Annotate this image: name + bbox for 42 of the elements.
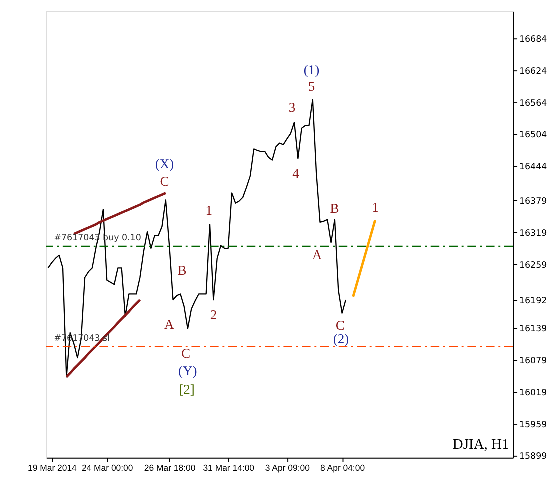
annotation: 2 — [210, 307, 218, 322]
y-tick-label: 16564 — [519, 98, 548, 109]
y-tick-label: 15959 — [519, 420, 548, 430]
annotation: A — [164, 317, 174, 332]
annotation: A — [312, 247, 322, 262]
y-tick-label: 16684 — [519, 35, 548, 46]
x-tick-label: 31 Mar 14:00 — [203, 462, 255, 473]
x-tick-label: 3 Apr 09:00 — [265, 462, 310, 473]
line-series — [48, 99, 347, 378]
annotation: 5 — [308, 78, 316, 94]
annotation: (X) — [155, 156, 174, 172]
annotation: C — [336, 318, 345, 334]
annotation: 4 — [292, 166, 300, 182]
annotation: [2] — [179, 382, 195, 397]
y-tick-label: 16444 — [519, 162, 548, 173]
x-tick-label: 26 Mar 18:00 — [144, 462, 196, 473]
x-tick-label: 24 Mar 00:00 — [82, 462, 134, 473]
y-tick-label: 16079 — [519, 356, 548, 367]
annotation: 3 — [288, 100, 296, 116]
annotation: C — [182, 346, 191, 362]
x-tick-label: 8 Apr 04:00 — [320, 462, 366, 473]
line-series — [72, 192, 168, 236]
y-tick-label: 16192 — [519, 296, 548, 306]
annotation: (2) — [333, 332, 350, 347]
y-tick-label: 16139 — [519, 324, 548, 335]
line-series — [352, 219, 377, 298]
y-tick-label: 15899 — [519, 452, 548, 462]
annotation: B — [178, 262, 187, 278]
y-tick-label: 16504 — [519, 130, 548, 141]
y-tick-label: 16379 — [519, 197, 548, 208]
y-tick-label: 16259 — [519, 260, 548, 271]
annotation: (Y) — [178, 364, 198, 379]
y-tick-label: 16019 — [519, 388, 548, 398]
annotation: 1 — [206, 202, 213, 218]
y-tick-label: 16319 — [519, 228, 548, 239]
annotation: C — [160, 174, 170, 189]
annotation: (1) — [304, 62, 320, 78]
annotation: B — [330, 200, 340, 216]
annotation: DJIA, H1 — [452, 437, 510, 454]
y-tick-label: 16624 — [519, 66, 548, 77]
x-tick-label: 19 Mar 2014 — [28, 462, 78, 473]
annotation: 1 — [372, 200, 379, 215]
